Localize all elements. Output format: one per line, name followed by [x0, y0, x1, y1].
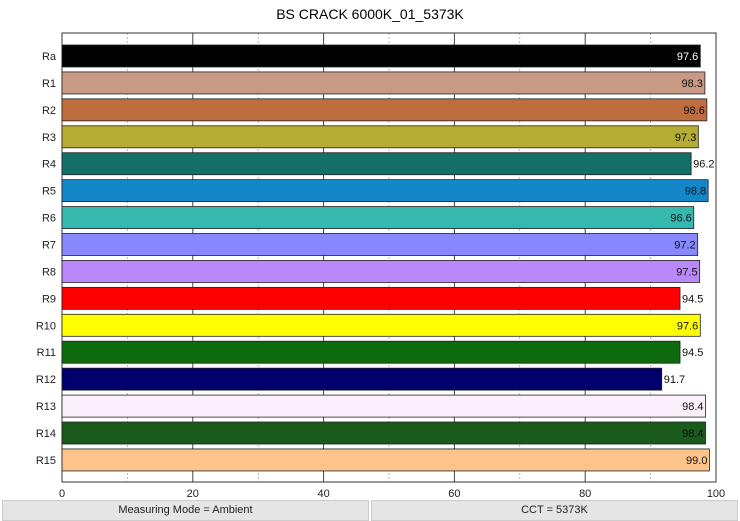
category-label: R15	[36, 455, 56, 467]
data-label: 97.5	[676, 266, 697, 278]
data-label: 96.6	[670, 213, 691, 225]
category-label: R4	[42, 159, 56, 171]
x-tick-label: 40	[317, 488, 329, 500]
data-label: 94.5	[682, 347, 703, 359]
measuring-mode-label: Measuring Mode = Ambient	[2, 500, 369, 521]
data-label: 96.2	[693, 159, 714, 171]
data-label: 97.6	[677, 320, 698, 332]
data-label: 98.8	[685, 186, 706, 198]
x-tick-label: 80	[579, 488, 591, 500]
category-label: R2	[42, 105, 56, 117]
bar-R14	[61, 421, 706, 445]
category-label: R6	[42, 213, 56, 225]
bar-R10	[61, 313, 701, 337]
data-label: 97.2	[674, 240, 695, 252]
bar-R2	[61, 98, 708, 122]
bar-R5	[61, 179, 709, 203]
bar-R12	[61, 367, 663, 391]
bar-R8	[61, 260, 701, 283]
bar-R1	[61, 71, 706, 95]
category-label: R14	[36, 428, 56, 440]
bar-Ra	[61, 44, 701, 68]
category-label: R13	[36, 401, 56, 413]
bar-R7	[61, 233, 699, 256]
chart-title: BS CRACK 6000K_01_5373K	[276, 6, 464, 22]
x-tick-label: 100	[707, 488, 725, 500]
plot-frame	[61, 32, 717, 483]
bar-R15	[61, 448, 710, 472]
bar-R6	[61, 206, 695, 229]
data-label: 99.0	[686, 455, 707, 467]
data-label: 98.4	[682, 428, 703, 440]
x-tick-label: 0	[59, 488, 65, 500]
data-label: 94.5	[682, 293, 703, 305]
x-tick-label: 20	[187, 488, 199, 500]
category-label: Ra	[42, 51, 57, 63]
data-label: 91.7	[664, 374, 685, 386]
category-label: R10	[36, 320, 56, 332]
category-label: R12	[36, 374, 56, 386]
bar-R3	[61, 125, 699, 149]
bar-R4	[61, 152, 692, 176]
bar-R11	[61, 340, 681, 364]
bar-R9	[61, 286, 681, 310]
category-label: R9	[42, 293, 56, 305]
category-label: R1	[42, 78, 56, 90]
data-label: 97.3	[675, 132, 696, 144]
category-label: R7	[42, 240, 56, 252]
category-label: R11	[37, 347, 56, 359]
category-label: R5	[42, 186, 56, 198]
x-tick-label: 60	[448, 488, 460, 500]
bar-R13	[61, 394, 706, 418]
category-label: R8	[42, 266, 56, 278]
data-label: 98.6	[683, 105, 704, 117]
data-label: 98.3	[681, 78, 702, 90]
cct-label: CCT = 5373K	[371, 500, 738, 521]
category-label: R3	[42, 132, 56, 144]
data-label: 97.6	[677, 51, 698, 63]
data-label: 98.4	[682, 401, 703, 413]
